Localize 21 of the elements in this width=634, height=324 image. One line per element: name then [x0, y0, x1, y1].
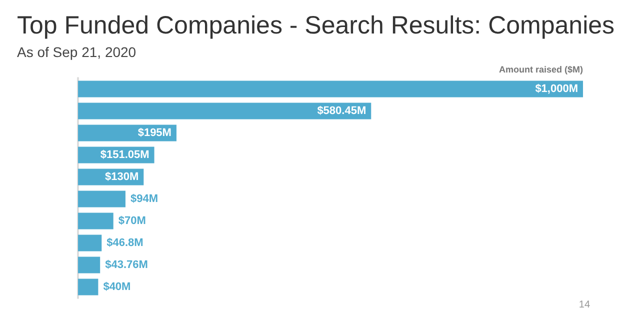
data-label: $40M [103, 281, 131, 293]
chart-title: Top Funded Companies - Search Results: Companies [17, 12, 615, 40]
chart-subtitle: As of Sep 21, 2020 [17, 44, 136, 60]
bar [78, 190, 126, 208]
data-label: $46.8M [106, 237, 144, 249]
data-label: $195M [138, 127, 172, 139]
data-label: $94M [130, 193, 158, 205]
data-label: $151.05M [100, 149, 150, 161]
text: 14 [578, 300, 590, 310]
bar [78, 212, 114, 230]
bar [78, 80, 583, 98]
bar [78, 278, 98, 296]
x-axis-title: Amount raised ($M) [498, 64, 584, 74]
bar [78, 256, 100, 274]
data-label: $70M [118, 215, 146, 227]
data-label: $43.76M [105, 259, 148, 271]
data-label: $580.45M [317, 105, 366, 117]
bar [78, 234, 102, 252]
data-label: $1,000M [535, 83, 578, 95]
data-label: $130M [105, 171, 139, 183]
bar [78, 102, 372, 120]
